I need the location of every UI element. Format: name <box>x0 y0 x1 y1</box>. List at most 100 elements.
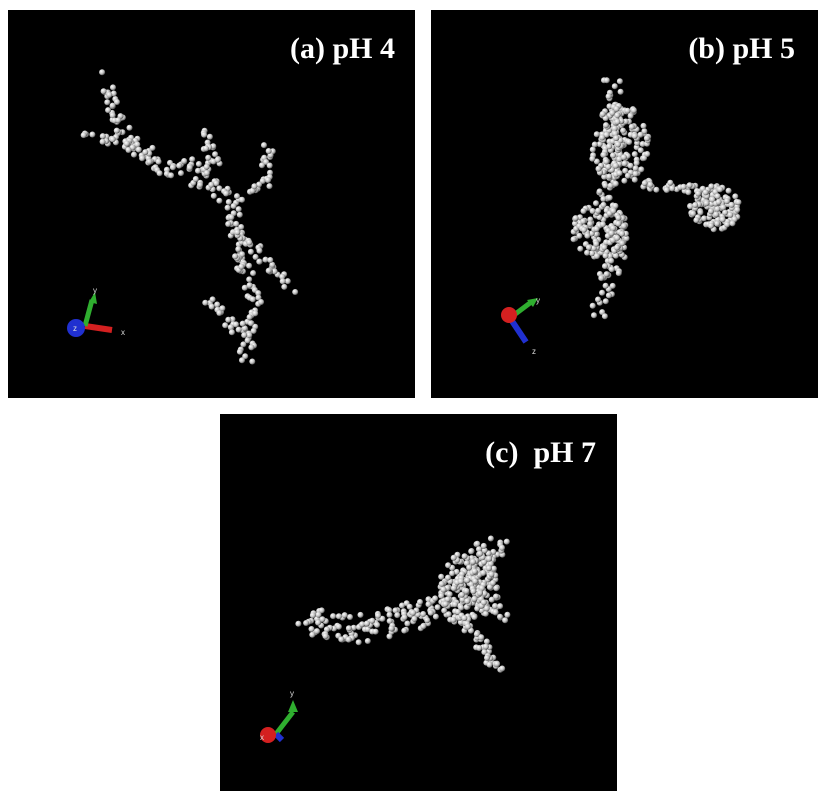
particle <box>730 220 736 226</box>
particle <box>452 601 458 607</box>
particle <box>618 89 624 95</box>
particle <box>591 312 597 318</box>
particle <box>592 142 598 148</box>
particle <box>261 142 267 148</box>
particle <box>602 313 608 319</box>
particle <box>580 218 586 224</box>
particle <box>231 203 237 209</box>
particle <box>295 621 301 627</box>
particle <box>504 612 510 618</box>
particle <box>586 244 592 250</box>
particle <box>621 154 627 160</box>
particle <box>410 610 416 616</box>
particle <box>114 128 120 134</box>
particle <box>612 83 618 89</box>
particle <box>594 253 600 259</box>
particle <box>249 359 255 365</box>
particle <box>502 617 508 623</box>
particle <box>601 244 607 250</box>
particle <box>472 596 478 602</box>
particle <box>252 310 258 316</box>
particle <box>131 152 137 158</box>
particle <box>664 187 670 193</box>
particle <box>215 157 221 163</box>
particle <box>248 320 254 326</box>
particle <box>257 248 263 254</box>
particle <box>617 78 623 84</box>
particle <box>690 211 696 217</box>
particle <box>596 166 602 172</box>
particle <box>483 611 489 617</box>
particle <box>504 539 510 545</box>
particle <box>621 223 627 229</box>
particle <box>280 278 286 284</box>
particle <box>127 125 133 131</box>
particle <box>411 616 417 622</box>
particle <box>178 170 184 176</box>
particle <box>487 662 493 668</box>
particle <box>316 612 322 618</box>
particle <box>156 159 162 165</box>
particle <box>601 202 607 208</box>
particle <box>613 135 619 141</box>
particle <box>692 202 698 208</box>
particle <box>614 235 620 241</box>
particle <box>602 263 608 269</box>
x-arrow <box>85 326 112 330</box>
particle <box>621 178 627 184</box>
particle <box>346 637 352 643</box>
particle <box>237 212 243 218</box>
particle <box>309 626 315 632</box>
particle <box>615 142 621 148</box>
particle <box>247 282 253 288</box>
particle <box>634 160 640 166</box>
particle <box>401 628 407 634</box>
particle <box>609 266 615 272</box>
particle <box>610 283 616 289</box>
axis-label: y <box>290 689 294 698</box>
particle <box>100 139 106 145</box>
particle <box>638 147 644 153</box>
particle <box>470 559 476 565</box>
particle <box>492 603 498 609</box>
particle <box>617 170 623 176</box>
particle <box>246 276 252 282</box>
particle <box>232 253 238 259</box>
particle <box>315 620 321 626</box>
particle <box>250 270 256 276</box>
particle <box>478 634 484 640</box>
particle <box>595 297 601 303</box>
particle <box>251 183 257 189</box>
particle <box>225 205 231 211</box>
particle <box>233 321 239 327</box>
particle <box>616 270 622 276</box>
particle <box>267 183 273 189</box>
particle <box>193 176 199 182</box>
particle <box>729 202 735 208</box>
particle <box>704 200 710 206</box>
particle <box>346 625 352 631</box>
particle <box>330 613 336 619</box>
particle <box>358 612 364 618</box>
particle <box>208 182 214 188</box>
particle <box>251 328 257 334</box>
particle <box>458 605 464 611</box>
particle <box>106 92 112 98</box>
particle <box>246 263 252 269</box>
particle <box>724 222 730 228</box>
particle <box>472 568 478 574</box>
particle <box>489 571 495 577</box>
particle <box>222 322 228 328</box>
particle <box>641 123 647 129</box>
particle <box>638 132 644 138</box>
particle <box>589 156 595 162</box>
particle <box>603 122 609 128</box>
particle <box>714 206 720 212</box>
particle <box>253 254 259 260</box>
particle <box>577 246 583 252</box>
particle <box>486 565 492 571</box>
particle <box>470 588 476 594</box>
particle <box>365 638 371 644</box>
particle <box>239 197 245 203</box>
particle <box>590 208 596 214</box>
